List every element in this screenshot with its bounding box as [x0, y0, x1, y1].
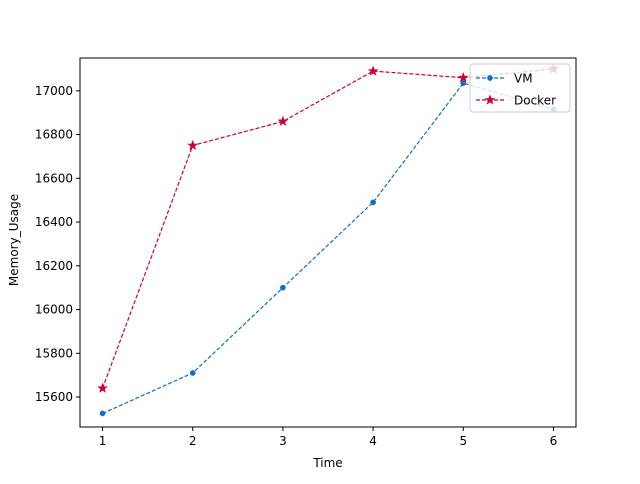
data-point-docker — [277, 115, 289, 127]
data-point-vm — [189, 370, 196, 376]
data-point-vm — [370, 199, 376, 206]
data-point-vm — [280, 284, 286, 291]
x-tick-label: 5 — [459, 434, 467, 448]
axes — [79, 57, 577, 428]
data-point-docker — [367, 65, 379, 76]
y-tick-label: 15800 — [35, 346, 73, 360]
x-tick-label: 1 — [99, 434, 107, 448]
series-docker — [97, 63, 559, 393]
x-axis-label: Time — [312, 456, 342, 470]
y-tick-label: 16600 — [35, 171, 73, 185]
x-tick-label: 2 — [189, 434, 197, 448]
y-axis-ticks: 15600 15800 16000 16200 16400 16600 16800 17000 — [35, 84, 80, 404]
y-tick-label: 17000 — [35, 84, 73, 98]
legend: VM Docker — [469, 63, 571, 113]
y-tick-label: 16200 — [35, 259, 73, 273]
legend-entry-docker: Docker — [476, 94, 556, 108]
legend-label-vm: VM — [514, 72, 533, 86]
data-point-docker — [187, 139, 199, 151]
x-tick-label: 6 — [550, 434, 558, 448]
y-tick-label: 16800 — [35, 128, 73, 142]
data-point-vm — [99, 410, 106, 417]
legend-marker-vm — [487, 75, 493, 81]
data-point-docker — [97, 382, 108, 393]
plot-frame — [79, 57, 577, 428]
x-axis-ticks: 1 2 3 4 5 6 — [99, 427, 558, 448]
legend-marker-docker — [484, 94, 496, 105]
y-tick-label: 16400 — [35, 215, 73, 229]
series-vm — [99, 80, 557, 417]
y-tick-label: 15600 — [35, 390, 73, 404]
series-line-vm — [102, 82, 554, 414]
x-tick-label: 3 — [279, 434, 287, 448]
y-tick-label: 16000 — [35, 303, 73, 317]
data-point-docker — [457, 72, 469, 83]
y-axis-label: Memory_Usage — [7, 194, 21, 286]
x-tick-label: 4 — [369, 434, 377, 448]
legend-entry-vm: VM — [476, 72, 533, 86]
series-line-docker — [101, 68, 554, 389]
data-point-vm — [460, 80, 467, 87]
legend-label-docker: Docker — [514, 94, 556, 108]
series-layer — [97, 63, 559, 417]
